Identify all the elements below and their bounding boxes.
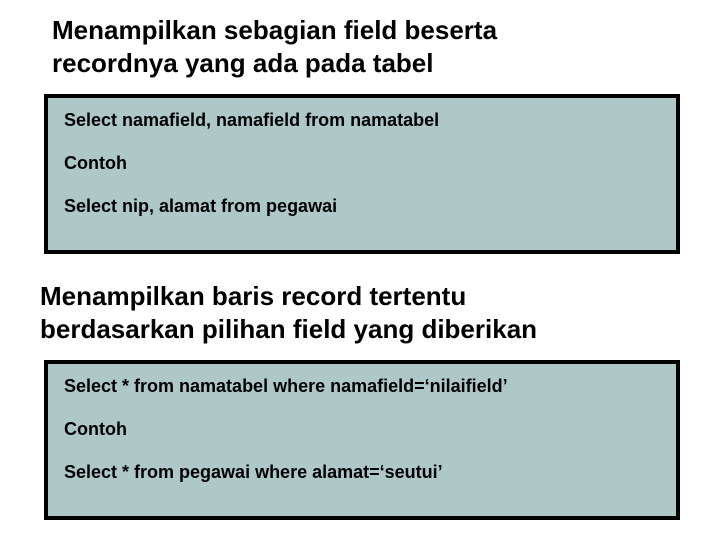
box2-example-line: Select * from pegawai where alamat=‘seut… [64, 462, 660, 483]
heading-2-line-2: berdasarkan pilihan field yang diberikan [40, 314, 537, 344]
section-heading-2: Menampilkan baris record tertentu berdas… [40, 280, 680, 345]
box1-label-contoh: Contoh [64, 153, 660, 174]
box1-syntax-line: Select namafield, namafield from namatab… [64, 110, 660, 131]
box2-label-contoh: Contoh [64, 419, 660, 440]
box1-example-line: Select nip, alamat from pegawai [64, 196, 660, 217]
box2-syntax-line: Select * from namatabel where namafield=… [64, 376, 660, 397]
section-heading-1: Menampilkan sebagian field beserta recor… [52, 14, 652, 79]
heading-1-line-2: recordnya yang ada pada tabel [52, 48, 433, 78]
code-box-1: Select namafield, namafield from namatab… [44, 94, 680, 254]
heading-2-line-1: Menampilkan baris record tertentu [40, 281, 466, 311]
heading-1-line-1: Menampilkan sebagian field beserta [52, 15, 497, 45]
code-box-2: Select * from namatabel where namafield=… [44, 360, 680, 520]
